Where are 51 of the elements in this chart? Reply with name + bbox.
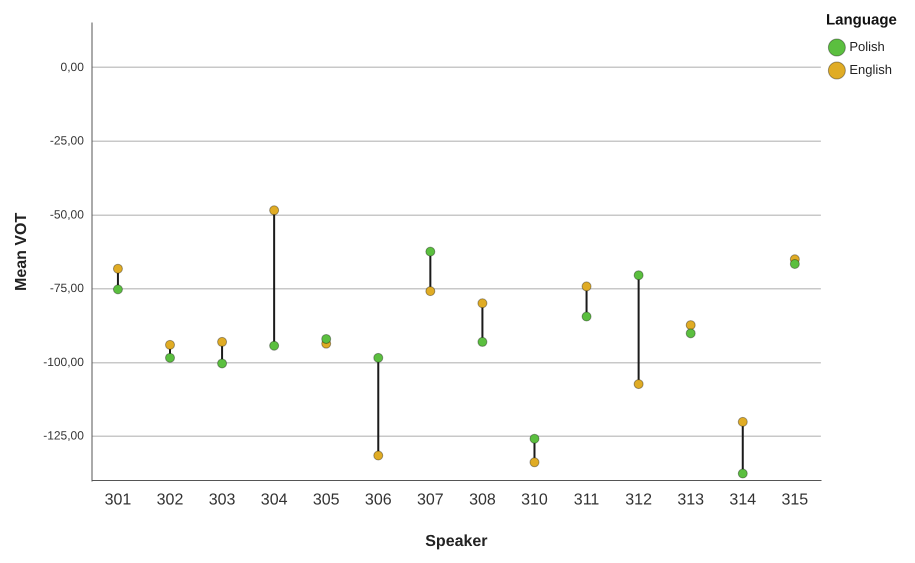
x-tick-label: 304: [260, 492, 288, 509]
x-tick-label: 313: [677, 492, 704, 509]
x-tick-label: 308: [469, 492, 496, 509]
x-tick-label: 305: [312, 492, 340, 509]
y-tick-label: -25,00: [50, 134, 84, 148]
point: [477, 336, 488, 347]
point: [321, 334, 332, 344]
y-tick-label: -75,00: [50, 281, 84, 296]
x-tick-label: 314: [729, 492, 756, 509]
point: [373, 450, 384, 461]
y-tick-label: -100,00: [43, 354, 84, 369]
x-tick-label: 315: [781, 492, 808, 509]
legend-title: Language: [826, 12, 897, 29]
x-tick-label: 310: [521, 492, 548, 509]
point: [529, 457, 540, 468]
x-tick-label: 303: [208, 492, 236, 509]
x-tick-label: 306: [364, 492, 392, 509]
point: [217, 358, 228, 368]
point: [738, 416, 748, 427]
point: [425, 286, 436, 296]
y-tick-label: 0,00: [60, 60, 84, 74]
point: [165, 352, 176, 363]
point: [165, 340, 176, 350]
point: [269, 340, 280, 351]
x-tick-label: 301: [104, 492, 132, 509]
point: [529, 434, 540, 444]
point: [269, 205, 280, 216]
x-tick-label: 311: [574, 492, 600, 509]
x-tick-label: 302: [156, 492, 184, 509]
legend-label: English: [849, 62, 892, 78]
point: [112, 264, 123, 274]
point: [686, 328, 696, 338]
point: [738, 468, 748, 479]
point: [582, 312, 592, 322]
point: [217, 336, 228, 347]
point: [425, 246, 436, 257]
point: [790, 259, 800, 269]
y-axis-title: Mean VOT: [13, 212, 30, 292]
y-tick-label: -50,00: [50, 207, 84, 222]
x-tick-label: 312: [625, 492, 652, 509]
point: [686, 320, 696, 330]
point: [112, 284, 123, 294]
x-axis-title: Speaker: [425, 532, 488, 550]
legend-label: Polish: [849, 39, 885, 54]
point: [373, 352, 384, 363]
y-tick-label: -125,00: [43, 428, 84, 443]
point: [582, 281, 592, 292]
x-tick-label: 307: [416, 492, 444, 509]
point: [634, 379, 644, 390]
point: [477, 298, 488, 308]
point: [634, 270, 644, 280]
